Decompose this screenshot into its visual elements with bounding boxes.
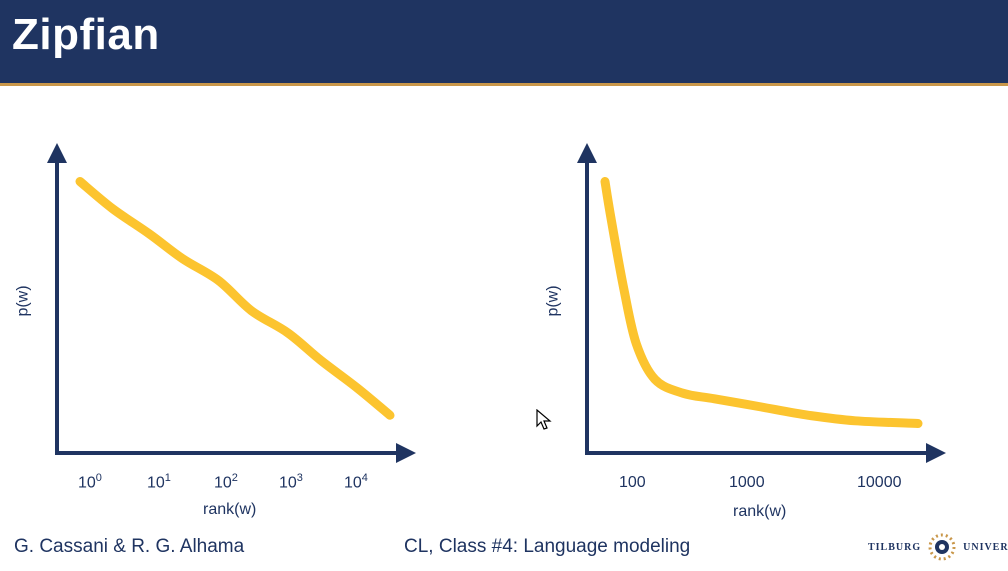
chart-right-xtick: 100 (619, 474, 646, 491)
logo-word-left: Tilburg (868, 541, 922, 553)
chart-left-xtick: 104 (344, 472, 368, 492)
chart-left-y-arrow (47, 143, 67, 163)
chart-right-xlabel: rank(w) (733, 503, 787, 520)
chart-right-xtick: 1000 (729, 474, 765, 491)
chart-left-xtick: 100 (78, 472, 102, 492)
chart-left-axes (47, 143, 416, 463)
footer-course: CL, Class #4: Language modeling (404, 536, 691, 557)
chart-left-xtick: 102 (214, 472, 238, 492)
slide-title: Zipfian (12, 10, 160, 59)
footer-authors: G. Cassani & R. G. Alhama (14, 536, 245, 557)
mouse-cursor-icon (536, 409, 552, 430)
chart-left-xtick: 103 (279, 472, 303, 492)
chart-right-ylabel: p(w) (544, 285, 562, 317)
chart-right-xtick: 10000 (857, 474, 902, 491)
chart-left-ylabel: p(w) (14, 285, 32, 317)
chart-left-xtick: 101 (147, 472, 171, 492)
chart-left-xlabel: rank(w) (203, 501, 257, 518)
logo-word-right: University (963, 541, 1008, 553)
chart-left-curve (75, 177, 395, 420)
seal-icon (928, 533, 956, 561)
slide-header: Zipfian (0, 0, 1008, 86)
university-logo: Tilburg University (868, 532, 1008, 562)
chart-left-x-arrow (396, 443, 416, 463)
